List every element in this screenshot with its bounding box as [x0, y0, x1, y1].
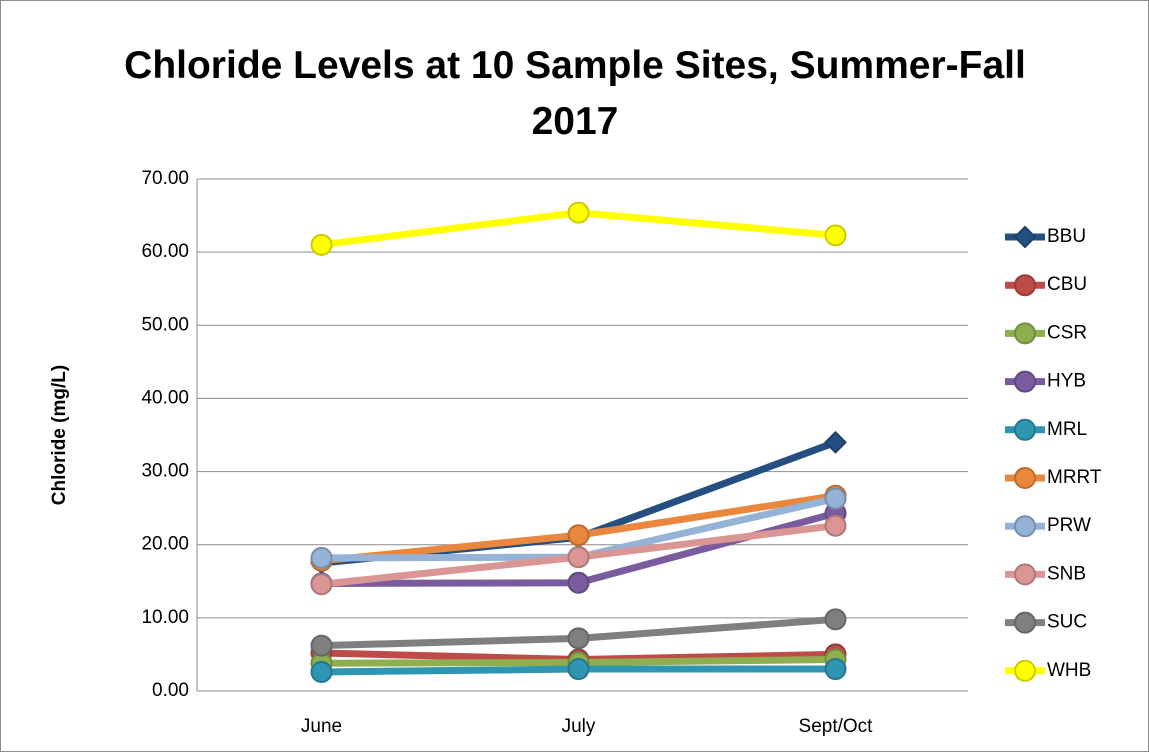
legend-marker: [1014, 467, 1036, 489]
data-point: [824, 514, 847, 537]
legend-marker: [1014, 274, 1036, 297]
y-tick-label: 70.00: [141, 168, 189, 189]
data-point: [310, 660, 333, 683]
data-point: [567, 627, 590, 650]
series: [310, 658, 847, 683]
x-tick-label: July: [562, 716, 596, 737]
y-tick-label: 60.00: [141, 241, 189, 262]
legend-marker: [1014, 418, 1036, 441]
legend-marker: [1014, 659, 1036, 682]
legend-label: WHB: [1047, 660, 1091, 681]
legend-marker: [1014, 563, 1036, 586]
data-point: [310, 233, 333, 256]
data-point: [567, 546, 590, 569]
y-axis-label: Chloride (mg/L): [49, 365, 70, 505]
legend-marker: [1013, 225, 1037, 249]
legend-marker: [1014, 370, 1036, 393]
series: [310, 201, 847, 256]
series: [310, 608, 847, 657]
legend-label: MRL: [1047, 419, 1087, 440]
data-point: [824, 487, 847, 510]
data-point: [824, 430, 847, 454]
legend-label: CSR: [1047, 322, 1087, 343]
legend-marker: [1014, 611, 1036, 634]
x-tick-label: June: [301, 716, 342, 737]
y-tick-label: 40.00: [141, 387, 189, 408]
legend-label: HYB: [1047, 371, 1086, 392]
y-tick-label: 50.00: [141, 314, 189, 335]
data-point: [567, 201, 590, 224]
data-point: [310, 634, 333, 657]
legend-label: PRW: [1047, 515, 1091, 536]
y-tick-label: 10.00: [141, 607, 189, 628]
data-point: [567, 524, 590, 547]
data-point: [310, 546, 333, 569]
x-tick-label: Sept/Oct: [799, 716, 874, 737]
legend-label: BBU: [1047, 226, 1086, 247]
y-tick-label: 30.00: [141, 461, 189, 482]
data-point: [824, 608, 847, 631]
legend-label: SNB: [1047, 563, 1086, 584]
y-tick-label: 0.00: [152, 680, 189, 701]
legend-label: SUC: [1047, 612, 1087, 633]
legend-marker: [1014, 322, 1036, 345]
data-point: [567, 658, 590, 681]
series: [310, 514, 847, 596]
data-point: [310, 573, 333, 596]
data-point: [824, 658, 847, 681]
legend-marker: [1014, 515, 1036, 538]
legend-label: MRRT: [1047, 467, 1102, 488]
y-tick-label: 20.00: [141, 534, 189, 555]
data-point: [824, 224, 847, 247]
legend-label: CBU: [1047, 274, 1087, 295]
data-point: [567, 571, 590, 594]
chart-title: Chloride Levels at 10 Sample Sites, Summ…: [124, 44, 1026, 143]
